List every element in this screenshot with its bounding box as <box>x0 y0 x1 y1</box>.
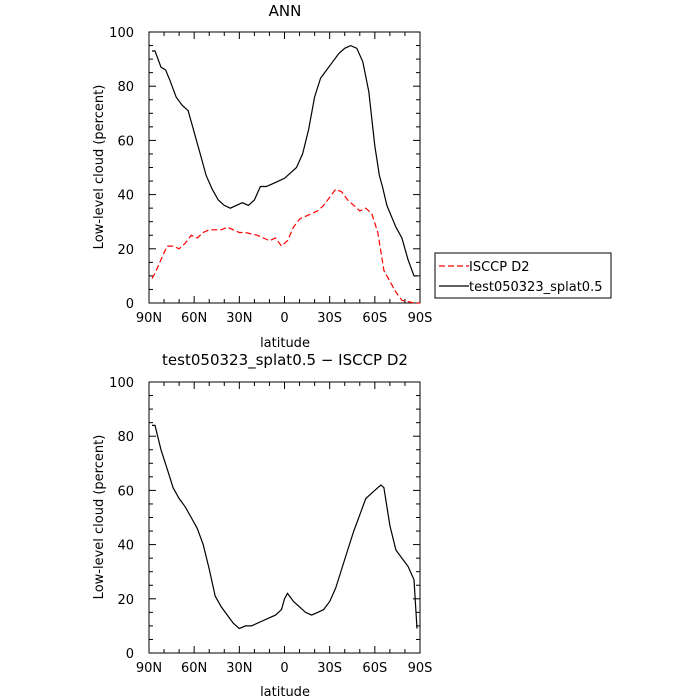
legend-label-isccp-d2: ISCCP D2 <box>469 260 530 275</box>
bottom-panel-series-line-0 <box>152 424 418 630</box>
top-panel-y-ticks: 0 20 40 60 80 100 <box>109 26 420 312</box>
top-panel-x-tick-label: 60S <box>362 311 387 326</box>
top-panel-y-tick-label: 60 <box>117 134 134 149</box>
top-panel-series-line-test050323-splat0-5 <box>152 44 417 277</box>
top-panel-y-tick-label: 80 <box>117 80 134 95</box>
top-panel-series <box>151 44 420 304</box>
legend-label-test050323: test050323_splat0.5 <box>469 280 602 295</box>
bottom-panel: test050323_splat0.5 − ISCCP D2 90N 60N 30N… <box>92 351 432 700</box>
bottom-panel-y-tick-label: 40 <box>117 539 134 554</box>
top-panel-x-ticks: 90N 60N 30N 0 30S 60S 90S <box>136 32 433 326</box>
bottom-panel-y-axis-label: Low-level cloud (percent) <box>92 435 107 600</box>
top-panel-x-tick-label: 60N <box>181 311 207 326</box>
top-panel-y-tick-label: 40 <box>117 189 134 204</box>
bottom-panel-y-tick-label: 0 <box>126 647 134 662</box>
bottom-panel-y-tick-label: 20 <box>117 593 134 608</box>
top-panel: ANN 90N 60N 30N 0 30S 60S 90S 0 20 40 60 80 100 lat… <box>92 2 612 351</box>
top-panel-plot-frame <box>148 31 421 304</box>
bottom-panel-x-tick-label: 90S <box>408 661 433 676</box>
top-panel-x-tick-label: 0 <box>280 311 288 326</box>
top-panel-y-tick-label: 100 <box>109 26 134 41</box>
bottom-panel-x-tick-label: 60N <box>181 661 207 676</box>
bottom-panel-y-tick-label: 80 <box>117 430 134 445</box>
bottom-panel-x-ticks: 90N 60N 30N 0 30S 60S 90S <box>136 382 433 676</box>
bottom-panel-plot-frame <box>148 381 421 654</box>
bottom-panel-y-ticks: 0 20 40 60 80 100 <box>109 376 420 662</box>
top-panel-x-axis-label: latitude <box>260 336 310 351</box>
bottom-panel-y-tick-label: 100 <box>109 376 134 391</box>
top-panel-x-tick-label: 90N <box>136 311 162 326</box>
top-panel-x-tick-label: 30N <box>226 311 252 326</box>
bottom-panel-series <box>152 424 418 630</box>
top-panel-y-axis-label: Low-level cloud (percent) <box>92 85 107 250</box>
top-panel-y-tick-label: 20 <box>117 243 134 258</box>
bottom-panel-x-tick-label: 60S <box>362 661 387 676</box>
top-panel-x-tick-label: 30S <box>317 311 342 326</box>
bottom-panel-x-axis-label: latitude <box>260 685 310 700</box>
bottom-panel-x-tick-label: 30S <box>317 661 342 676</box>
legend: ISCCP D2 test050323_splat0.5 <box>434 252 612 299</box>
bottom-panel-y-tick-label: 60 <box>117 484 134 499</box>
top-panel-y-tick-label: 0 <box>126 297 134 312</box>
bottom-panel-title: test050323_splat0.5 − ISCCP D2 <box>162 351 408 370</box>
top-panel-title: ANN <box>269 2 302 20</box>
legend-box <box>434 252 612 299</box>
bottom-panel-x-tick-label: 30N <box>226 661 252 676</box>
top-panel-series-line-isccp-d2 <box>151 188 420 304</box>
bottom-panel-x-tick-label: 0 <box>280 661 288 676</box>
top-panel-x-tick-label: 90S <box>408 311 433 326</box>
bottom-panel-x-tick-label: 90N <box>136 661 162 676</box>
